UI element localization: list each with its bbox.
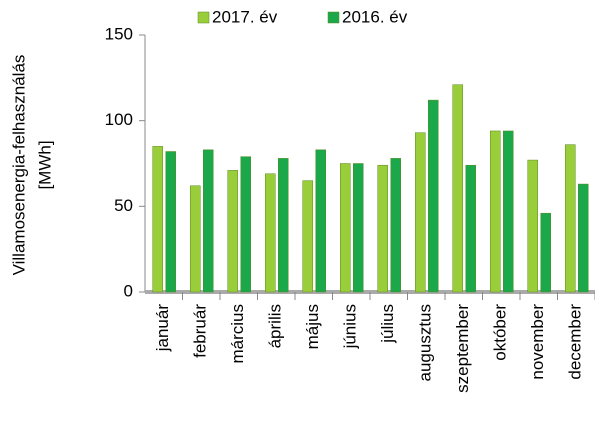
bar (503, 130, 514, 293)
x-tick-label: november (528, 304, 547, 380)
bar (490, 130, 501, 293)
x-tick-label: augusztus (416, 304, 435, 382)
x-tick-label: december (566, 304, 585, 380)
legend-label: 2016. év (342, 7, 408, 26)
y-tick-label: 150 (105, 24, 133, 43)
bar (415, 132, 426, 293)
bar (265, 173, 276, 293)
y-axis-label: Villamosenergia-felhasználás (9, 55, 28, 276)
x-tick-label: június (341, 304, 360, 349)
x-tick-label: január (153, 304, 172, 353)
x-tick-label: február (191, 304, 210, 358)
x-tick-label: július (378, 304, 397, 344)
y-tick-label: 0 (124, 281, 133, 300)
x-tick-label: március (228, 304, 247, 364)
bar (390, 158, 401, 293)
bar (565, 144, 576, 293)
legend-marker (197, 11, 210, 24)
bar (340, 163, 351, 293)
bar (353, 163, 364, 293)
x-tick-label: szeptember (453, 304, 472, 393)
x-tick-label: április (266, 304, 285, 348)
bar (452, 84, 463, 293)
bar (240, 156, 251, 293)
x-tick-label: október (491, 304, 510, 361)
bar (377, 164, 388, 293)
bar (302, 180, 313, 293)
bar (540, 212, 551, 293)
bar (152, 146, 163, 293)
y-tick-label: 100 (105, 110, 133, 129)
bar (428, 99, 439, 293)
bar (227, 170, 238, 293)
y-tick-label: 50 (114, 196, 133, 215)
bar (315, 149, 326, 293)
bar (527, 159, 538, 293)
bar (465, 164, 476, 293)
legend-label: 2017. év (212, 7, 278, 26)
y-axis-label: [MWh] (35, 140, 54, 189)
bar (165, 151, 176, 293)
bar (203, 149, 214, 293)
bar (578, 183, 589, 293)
bar (190, 185, 201, 293)
legend-marker (327, 11, 340, 24)
bar (278, 158, 289, 293)
x-tick-label: május (303, 304, 322, 349)
